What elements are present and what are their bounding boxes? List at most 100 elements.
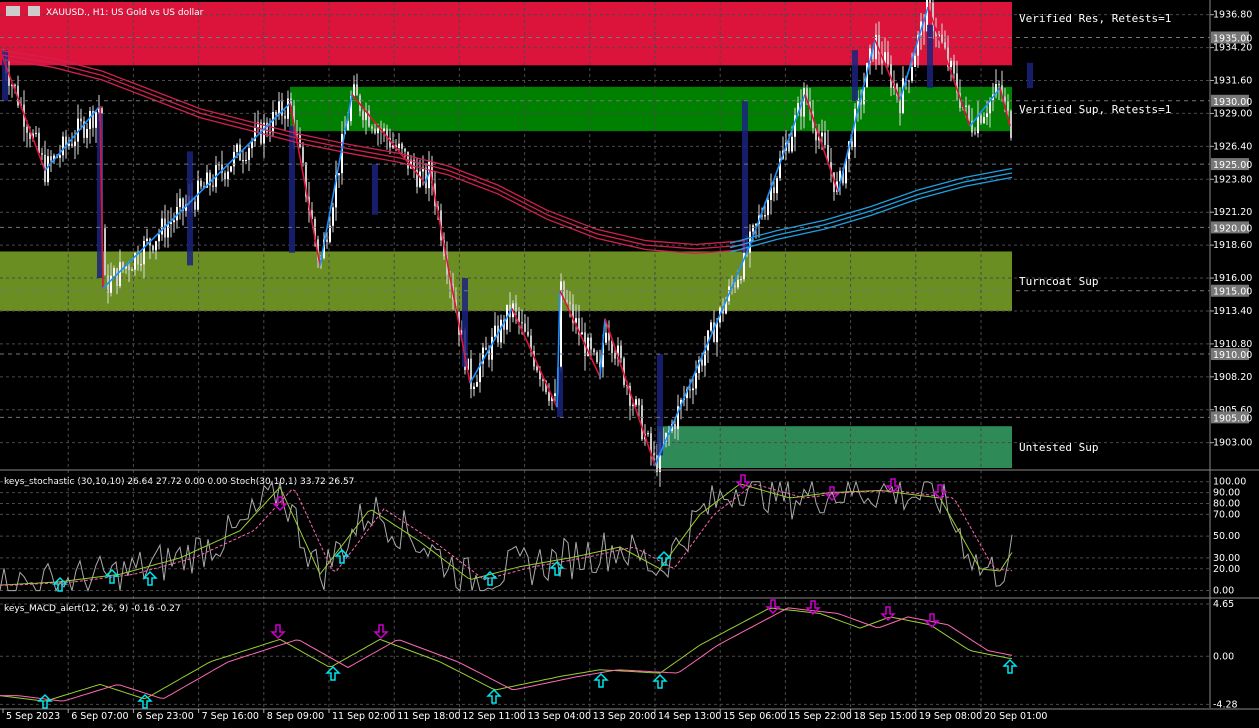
candle-body	[803, 88, 805, 117]
signal-bar	[187, 151, 193, 266]
candle-body	[632, 404, 634, 406]
zone-label: Untested Sup	[1019, 441, 1098, 454]
stoch-tick-label: 100.00	[1213, 477, 1246, 488]
candle-body	[530, 335, 532, 352]
candle-body	[872, 48, 874, 60]
candle-body	[203, 186, 205, 188]
stoch-buy-arrow	[482, 570, 498, 586]
stoch-tick-label: 90.00	[1213, 488, 1240, 499]
candle-body	[527, 331, 529, 336]
candle-body	[674, 424, 676, 430]
candle-body	[335, 175, 337, 208]
price-tag-box	[1211, 94, 1249, 107]
candle-body	[776, 178, 778, 194]
candle-body	[470, 358, 472, 389]
candle-body	[932, 2, 934, 32]
price-tick-label: 1921.20	[1213, 207, 1252, 218]
candle-body	[146, 238, 148, 241]
candle-body	[314, 218, 316, 240]
supply-demand-zones	[0, 2, 1012, 468]
candle-body	[974, 132, 976, 134]
menu-icon[interactable]	[6, 6, 20, 16]
stochastic-panel[interactable]: keys_stochastic (30,10,10) 26.64 27.72 0…	[0, 474, 1246, 597]
candle-body	[995, 84, 997, 95]
candle-body	[74, 141, 76, 147]
candle-body	[290, 98, 292, 106]
stoch-tick-label: 80.00	[1213, 498, 1240, 509]
candle-body	[1007, 101, 1009, 112]
candle-body	[806, 88, 808, 102]
candle-body	[623, 358, 625, 385]
stoch-tick-label: 50.00	[1213, 531, 1240, 542]
candle-body	[977, 115, 979, 134]
price-tick-label: 1929.00	[1213, 108, 1252, 119]
candle-body	[737, 279, 739, 288]
time-tick-label: 13 Sep 04:00	[528, 711, 591, 722]
candle-body	[638, 399, 640, 406]
candle-body	[479, 363, 481, 383]
candle-body	[500, 319, 502, 343]
stoch-fast-line	[0, 479, 1013, 593]
candle-body	[416, 169, 418, 187]
chart-type-icon[interactable]	[28, 6, 40, 16]
candle-body	[482, 347, 484, 364]
candle-body	[17, 85, 19, 106]
candle-body	[266, 122, 268, 133]
candle-body	[941, 34, 943, 43]
time-tick-label: 18 Sep 15:00	[854, 711, 917, 722]
candle-body	[125, 265, 127, 269]
moving-average-line	[729, 176, 1013, 253]
macd-buy-arrow	[37, 693, 53, 709]
candle-body	[602, 342, 604, 368]
macd-tick-label: 4.65	[1213, 599, 1234, 610]
candle-body	[419, 171, 421, 187]
candle-body	[284, 115, 286, 119]
candle-body	[863, 87, 865, 105]
macd-panel[interactable]: keys_MACD_alert(12, 26, 9) -0.16 -0.27 4.…	[0, 599, 1238, 710]
candle-body	[488, 350, 490, 360]
macd-buy-arrow	[486, 688, 502, 704]
time-scale: 5 Sep 2023 6 Sep 07:00 6 Sep 23:00 7 Sep 16…	[2, 709, 1047, 722]
main-price-panel[interactable]: Verified Res, Retests=1 Verified Sup, Ret…	[0, 0, 1210, 708]
candle-body	[743, 246, 745, 280]
zone-labels: Verified Res, Retests=1 Verified Sup, Ret…	[1019, 12, 1171, 454]
candle-body	[704, 350, 706, 366]
candle-body	[830, 162, 832, 173]
time-tick-label: 5 Sep 2023	[6, 711, 60, 722]
candle-body	[899, 96, 901, 114]
candle-body	[821, 132, 823, 137]
candle-body	[329, 225, 331, 242]
macd-sell-arrow	[805, 600, 821, 616]
candle-body	[14, 84, 16, 86]
candle-body	[401, 143, 403, 149]
zone-label: Verified Sup, Retests=1	[1019, 103, 1171, 116]
stoch-tick-label: 70.00	[1213, 509, 1240, 520]
candle-body	[1001, 85, 1003, 97]
candle-body	[935, 31, 937, 37]
candle-body	[413, 159, 415, 170]
candle-body	[956, 73, 958, 93]
candle-body	[446, 256, 448, 275]
candle-body	[686, 389, 688, 399]
candle-body	[143, 240, 145, 265]
candle-body	[47, 156, 49, 183]
zigzag-segment	[289, 103, 321, 266]
zigzag-segment	[654, 244, 751, 466]
candle-body	[653, 453, 655, 456]
candle-body	[491, 336, 493, 360]
candle-body	[368, 110, 370, 127]
price-tag-box	[1211, 221, 1249, 234]
candle-body	[242, 160, 244, 162]
zigzag-segment	[999, 87, 1011, 127]
candle-body	[707, 330, 709, 351]
candle-body	[542, 379, 544, 381]
candle-body	[869, 48, 871, 64]
candle-body	[173, 220, 175, 223]
macd-buy-arrow	[137, 693, 153, 709]
stoch-buy-arrow	[334, 548, 350, 564]
candle-body	[281, 101, 283, 116]
candle-body	[677, 406, 679, 430]
candle-body	[710, 322, 712, 331]
price-tag-label: 1920.00	[1213, 223, 1252, 234]
